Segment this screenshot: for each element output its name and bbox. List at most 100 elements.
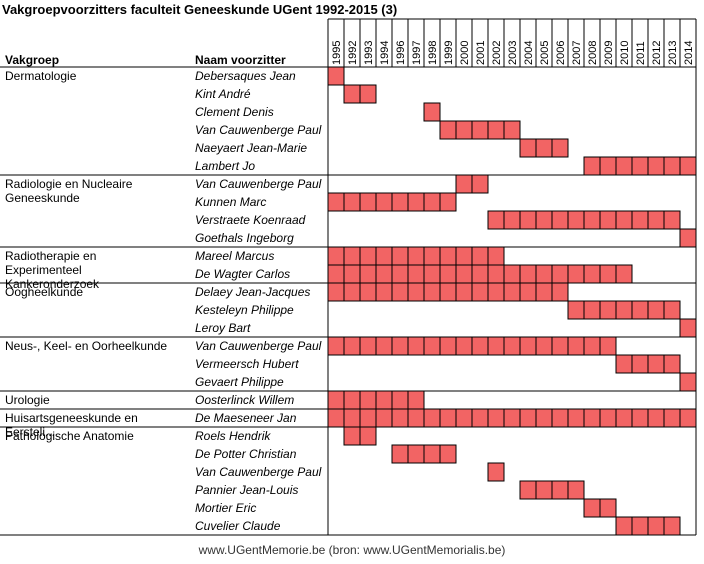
term-cell <box>471 264 489 284</box>
chairman-name: Debersaques Jean <box>195 69 296 83</box>
term-cell <box>407 336 425 356</box>
term-cell <box>599 300 617 320</box>
term-cell <box>631 156 649 176</box>
term-cell <box>343 408 361 428</box>
term-cell <box>551 480 569 500</box>
chairman-name: Vermeersch Hubert <box>195 357 299 371</box>
term-cell <box>487 408 505 428</box>
term-cell <box>615 210 633 230</box>
chairman-name: Naeyaert Jean-Marie <box>195 141 307 155</box>
naam-column-header: Naam voorzitter <box>195 53 286 67</box>
term-cell <box>375 192 393 212</box>
year-tick-label: 2014 <box>683 41 695 65</box>
term-cell <box>631 408 649 428</box>
term-cell <box>407 264 425 284</box>
term-cell <box>583 408 601 428</box>
term-cell <box>327 390 345 410</box>
term-cell <box>679 318 697 338</box>
year-tick-label: 2010 <box>619 41 631 65</box>
term-cell <box>327 408 345 428</box>
term-cell <box>615 156 633 176</box>
year-tick-label: 2012 <box>651 41 663 65</box>
term-cell <box>615 264 633 284</box>
group-label: Neus-, Keel- en Oorheelkunde <box>5 339 167 353</box>
term-cell <box>631 354 649 374</box>
term-cell <box>631 300 649 320</box>
term-cell <box>343 192 361 212</box>
term-cell <box>455 264 473 284</box>
term-cell <box>551 138 569 158</box>
term-cell <box>599 156 617 176</box>
term-cell <box>519 408 537 428</box>
chairman-name: Roels Hendrik <box>195 429 271 443</box>
chairman-name: Van Cauwenberge Paul <box>195 177 322 191</box>
term-cell <box>327 192 345 212</box>
term-cell <box>359 264 377 284</box>
term-cell <box>327 246 345 266</box>
term-cell <box>599 336 617 356</box>
term-cell <box>663 354 681 374</box>
term-cell <box>583 300 601 320</box>
chairman-name: De Potter Christian <box>195 447 297 461</box>
term-cell <box>439 282 457 302</box>
term-cell <box>551 210 569 230</box>
term-cell <box>343 264 361 284</box>
term-cell <box>439 120 457 140</box>
term-cell <box>519 138 537 158</box>
term-cell <box>647 408 665 428</box>
term-cell <box>551 408 569 428</box>
term-cell <box>535 336 553 356</box>
term-cell <box>423 102 441 122</box>
chart-title: Vakgroepvoorzitters faculteit Geneeskund… <box>2 2 398 17</box>
term-cell <box>487 264 505 284</box>
term-cell <box>487 246 505 266</box>
term-cell <box>359 336 377 356</box>
term-cell <box>503 264 521 284</box>
term-cell <box>471 246 489 266</box>
chairman-name: Cuvelier Claude <box>195 519 281 533</box>
term-cell <box>407 192 425 212</box>
term-cell <box>663 516 681 536</box>
term-cell <box>455 246 473 266</box>
term-cell <box>615 300 633 320</box>
year-tick-label: 2004 <box>523 41 535 65</box>
term-cell <box>631 516 649 536</box>
year-tick-label: 2011 <box>635 41 647 65</box>
term-cell <box>391 444 409 464</box>
term-cell <box>647 210 665 230</box>
term-cell <box>359 282 377 302</box>
term-cell <box>423 246 441 266</box>
term-cell <box>599 408 617 428</box>
group-label: Pathologische Anatomie <box>5 429 134 443</box>
term-cell <box>391 408 409 428</box>
term-cell <box>567 300 585 320</box>
term-cell <box>679 408 697 428</box>
term-cell <box>439 408 457 428</box>
chairman-name: Pannier Jean-Louis <box>195 483 298 497</box>
chairman-name: Kunnen Marc <box>195 195 266 209</box>
term-cell <box>343 336 361 356</box>
term-cell <box>647 156 665 176</box>
term-cell <box>583 210 601 230</box>
year-tick-label: 2000 <box>459 41 471 65</box>
term-cell <box>535 264 553 284</box>
term-cell <box>615 516 633 536</box>
term-cell <box>487 462 505 482</box>
term-cell <box>567 336 585 356</box>
term-cell <box>391 264 409 284</box>
term-cell <box>519 282 537 302</box>
year-tick-label: 1997 <box>411 41 423 65</box>
term-cell <box>391 282 409 302</box>
term-cell <box>535 210 553 230</box>
term-cell <box>615 408 633 428</box>
group-label: Oogheelkunde <box>5 285 83 299</box>
term-cell <box>615 354 633 374</box>
group-label: Dermatologie <box>5 69 77 83</box>
year-tick-label: 2002 <box>491 41 503 65</box>
term-cell <box>647 354 665 374</box>
term-cell <box>359 408 377 428</box>
term-cell <box>455 120 473 140</box>
term-cell <box>391 192 409 212</box>
chairman-name: Lambert Jo <box>195 159 255 173</box>
term-cell <box>599 498 617 518</box>
